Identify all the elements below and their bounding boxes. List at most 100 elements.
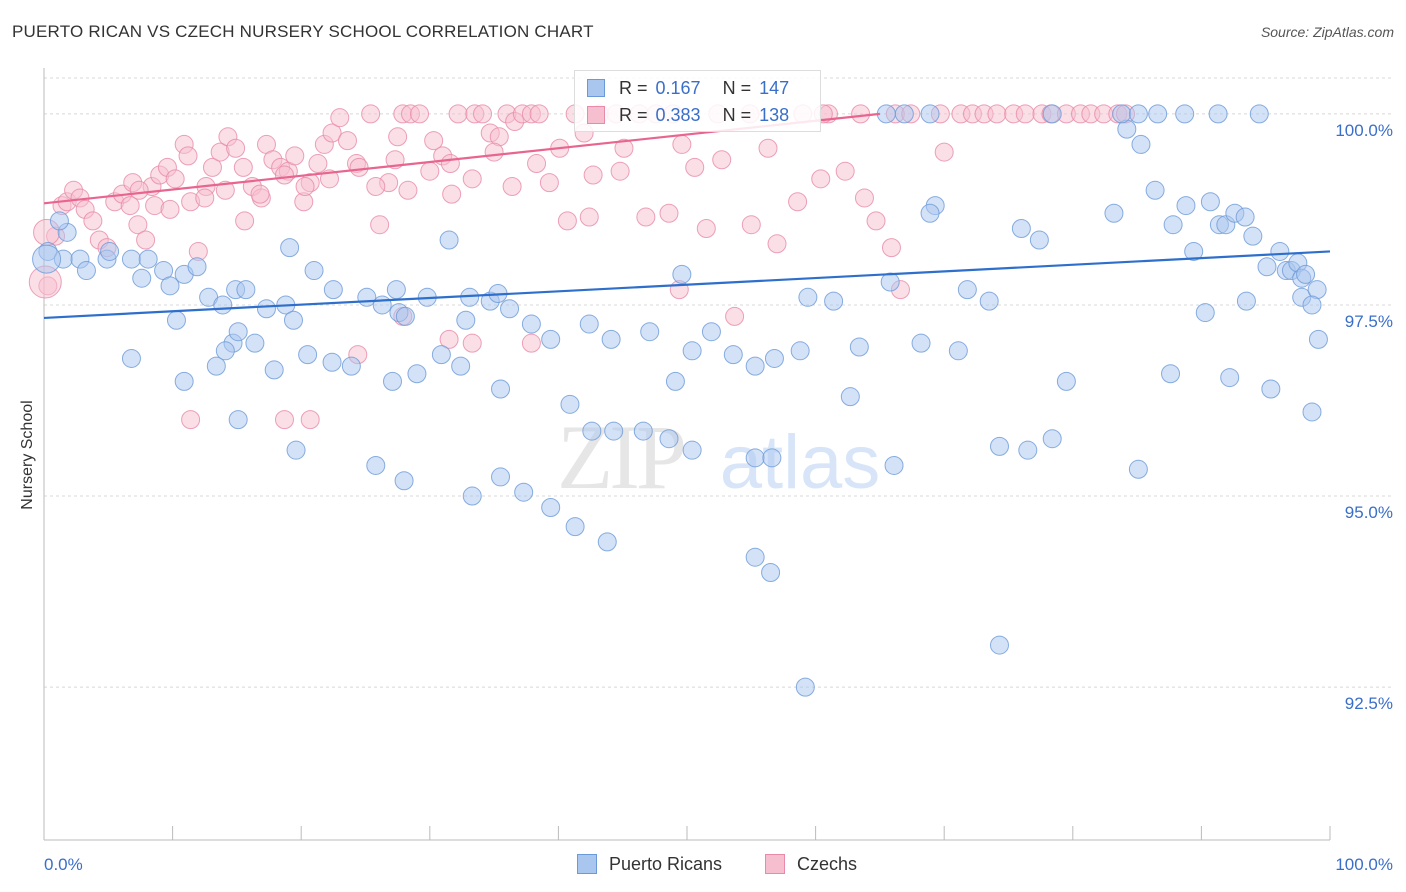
puerto-rican-point (1042, 429, 1062, 449)
czech-point (300, 410, 320, 430)
puerto-rican-point (521, 314, 541, 334)
czech-point (410, 104, 430, 124)
watermark-zip: ZIP (557, 406, 684, 508)
puerto-rican-point (491, 467, 511, 487)
czech-point (274, 410, 294, 430)
czech-point (330, 108, 350, 128)
czech-point (215, 180, 235, 200)
puerto-rican-point (1161, 364, 1181, 384)
puerto-rican-point (514, 482, 534, 502)
puerto-rican-point (911, 333, 931, 353)
czech-point (1015, 104, 1035, 124)
czech-point (741, 215, 761, 235)
puerto-rican-point (138, 249, 158, 269)
puerto-rican-point (236, 280, 256, 300)
puerto-rican-point (383, 371, 403, 391)
czech-point (851, 104, 871, 124)
puerto-rican-point (1220, 368, 1240, 388)
czech-point (788, 192, 808, 212)
puerto-rican-point (948, 341, 968, 361)
puerto-rican-point (1236, 291, 1256, 311)
czech-point (987, 104, 1007, 124)
puerto-rican-point (640, 322, 660, 342)
puerto-rican-point (1261, 379, 1281, 399)
legend-r-label: R = (619, 77, 648, 98)
puerto-rican-point (761, 562, 781, 582)
puerto-rican-point (1131, 134, 1151, 154)
czech-point (835, 161, 855, 181)
puerto-rican-point (1128, 104, 1148, 124)
czech-point (448, 104, 468, 124)
puerto-rican-point (76, 261, 96, 281)
puerto-rican-point (795, 677, 815, 697)
puerto-rican-point (298, 345, 318, 365)
czech-point (181, 410, 201, 430)
puerto-rican-point (395, 306, 415, 326)
puerto-rican-point (979, 291, 999, 311)
x-tick-label-min: 0.0% (44, 855, 83, 874)
watermark-atlas: atlas (720, 420, 881, 505)
puerto-rican-point (341, 356, 361, 376)
puerto-rican-point (1011, 219, 1031, 239)
puerto-rican-point (884, 455, 904, 475)
puerto-rican-point (1175, 104, 1195, 124)
puerto-rican-point (1195, 303, 1215, 323)
czech-point (322, 123, 342, 143)
puerto-rican-point (762, 448, 782, 468)
bottom-legend-swatch-pink (765, 854, 785, 874)
legend-n-value: 147 (759, 77, 790, 98)
puerto-rican-point (745, 356, 765, 376)
czech-point (274, 165, 294, 185)
puerto-rican-point (745, 448, 765, 468)
puerto-rican-point (187, 257, 207, 277)
puerto-rican-point (366, 455, 386, 475)
puerto-rican-point (407, 364, 427, 384)
puerto-rican-point (1163, 215, 1183, 235)
puerto-rican-point (32, 244, 62, 274)
legend-swatch-blue (587, 79, 605, 97)
bottom-legend-czechs: Czechs (765, 852, 857, 876)
czech-point (439, 329, 459, 349)
czech-point (235, 211, 255, 231)
czech-point (866, 211, 886, 231)
puerto-rican-point (49, 211, 69, 231)
czech-point (165, 169, 185, 189)
puerto-rican-point (1029, 230, 1049, 250)
czech-point (610, 161, 630, 181)
legend-r-value: 0.167 (655, 77, 701, 98)
y-tick-label: 97.5% (1345, 312, 1393, 331)
legend-n-label: N = (722, 77, 752, 98)
puerto-rican-point (1235, 207, 1255, 227)
czech-point (583, 165, 603, 185)
puerto-rican-point (439, 230, 459, 250)
czech-point (420, 161, 440, 181)
puerto-rican-point (790, 341, 810, 361)
puerto-rican-point (491, 379, 511, 399)
czech-point (521, 333, 541, 353)
bottom-legend-swatch-blue (577, 854, 597, 874)
puerto-rican-point (1148, 104, 1168, 124)
axes (43, 68, 1331, 841)
puerto-rican-point (245, 333, 265, 353)
czech-point (685, 157, 705, 177)
puerto-rican-point (228, 410, 248, 430)
puerto-rican-point (682, 440, 702, 460)
puerto-rican-point (386, 280, 406, 300)
czech-point (502, 176, 522, 196)
puerto-rican-point (920, 104, 940, 124)
czech-point (473, 104, 493, 124)
czech-point (636, 207, 656, 227)
bottom-legend-puerto-ricans: Puerto Ricans (577, 852, 722, 876)
puerto-rican-point (579, 314, 599, 334)
puerto-rican-point (541, 498, 561, 518)
legend-n-label: N = (722, 104, 752, 125)
puerto-ricans-points (32, 104, 1328, 697)
puerto-rican-point (1270, 241, 1290, 261)
legend-row-czechs: R = 0.383 N = 138 (587, 104, 811, 126)
y-tick-label: 100.0% (1335, 121, 1393, 140)
puerto-rican-point (323, 280, 343, 300)
puerto-rican-point (132, 268, 152, 288)
puerto-rican-point (456, 310, 476, 330)
puerto-rican-point (372, 295, 392, 315)
puerto-rican-point (989, 635, 1009, 655)
